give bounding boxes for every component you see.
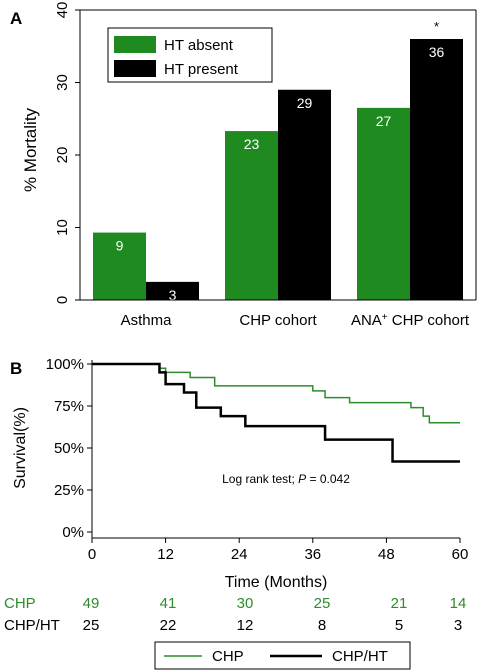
risk-count: 8 (318, 617, 326, 634)
bar-value-label: 27 (376, 113, 392, 129)
panel-b-x-tick-label: 24 (231, 546, 248, 563)
category-label-text: Asthma (121, 312, 173, 329)
legend-label: CHP (212, 648, 244, 665)
log-rank-suffix: = 0.042 (306, 472, 350, 486)
risk-count: 12 (237, 617, 254, 634)
bar-value-label: 3 (169, 287, 177, 303)
panel-a-y-tick-label: 20 (54, 147, 71, 164)
bar-value-label: 9 (116, 238, 124, 254)
legend-label: CHP/HT (332, 648, 388, 665)
panel-b-label: B (10, 359, 22, 378)
panel-a-y-tick-label: 0 (54, 296, 71, 304)
panel-b-y-tick-label: 0% (62, 524, 84, 541)
log-rank-prefix: Log rank test; (222, 472, 298, 486)
panel-b-legend: CHP CHP/HT (154, 641, 411, 670)
panel-b-x-tick-label: 36 (304, 546, 321, 563)
legend-swatch-ht-absent (114, 36, 156, 53)
bar-ht-absent (93, 232, 146, 300)
panel-a-bars: 9 23 27 3 29 36 * (93, 19, 463, 303)
panel-a-y-axis-label: % Mortality (21, 107, 40, 192)
legend-label: HT absent (164, 37, 234, 54)
risk-count: 49 (83, 595, 100, 612)
legend-label: HT present (164, 61, 239, 78)
panel-a-category-label: ANA+ CHP cohort (351, 312, 470, 329)
panel-a-category-label: Asthma (121, 312, 173, 329)
category-label-suffix: CHP cohort (388, 312, 470, 329)
category-label-text: CHP cohort (239, 312, 317, 329)
bar-value-label: 36 (429, 44, 445, 60)
panel-b-y-axis-label: Survival(%) (12, 407, 29, 489)
bar-ht-present (410, 39, 463, 300)
panel-b-y-tick-label: 50% (54, 440, 84, 457)
panel-b-y-tick-label: 25% (54, 482, 84, 499)
risk-count: 3 (454, 617, 462, 634)
panel-b-x-tick-label: 48 (378, 546, 395, 563)
risk-count: 30 (237, 595, 254, 612)
panel-b-x-tick-label: 12 (157, 546, 174, 563)
risk-count: 41 (160, 595, 177, 612)
bar-value-label: 23 (244, 136, 260, 152)
risk-count: 25 (83, 617, 100, 634)
risk-count: 25 (314, 595, 331, 612)
panel-b-y-tick-label: 75% (54, 398, 84, 415)
risk-count: 5 (395, 617, 403, 634)
panel-a-category-label: CHP cohort (239, 312, 317, 329)
risk-row-label: CHP/HT (4, 617, 60, 634)
bar-ht-absent (225, 131, 278, 300)
bar-ht-present (278, 89, 331, 300)
survival-curve-chp-ht (92, 362, 460, 463)
category-label-superscript: + (382, 312, 388, 323)
log-rank-p: P (298, 472, 306, 486)
significance-asterisk: * (434, 19, 439, 34)
panel-b-x-tick-label: 60 (452, 546, 469, 563)
bar-value-label: 29 (297, 95, 313, 111)
risk-table: CHP 49 41 30 25 21 14 CHP/HT 25 22 12 8 5 3 (4, 595, 466, 634)
log-rank-annotation: Log rank test; P = 0.042 (222, 472, 350, 486)
panel-a-y-tick-label: 10 (54, 219, 71, 236)
panel-b-axes: 0% 25% 50% 75% 100% 0 12 24 36 48 60 (46, 356, 469, 563)
panel-a-legend: HT absent HT present (107, 27, 273, 83)
panel-b-lines (92, 362, 460, 463)
panel-a-y-tick-label: 30 (54, 74, 71, 91)
risk-row-label: CHP (4, 595, 36, 612)
bar-ht-present (146, 281, 199, 300)
panel-a-y-tick-label: 40 (54, 2, 71, 19)
bar-ht-absent (357, 107, 410, 300)
survival-curve-chp (92, 363, 460, 424)
legend-swatch-ht-present (114, 60, 156, 77)
risk-count: 14 (450, 595, 467, 612)
risk-count: 22 (160, 617, 177, 634)
category-label-text: ANA (351, 312, 382, 329)
panel-b-x-tick-label: 0 (88, 546, 96, 563)
risk-count: 21 (391, 595, 408, 612)
panel-b-y-tick-label: 100% (46, 356, 84, 373)
panel-b-x-axis-label: Time (Months) (225, 574, 328, 591)
panel-a-label: A (10, 9, 22, 28)
